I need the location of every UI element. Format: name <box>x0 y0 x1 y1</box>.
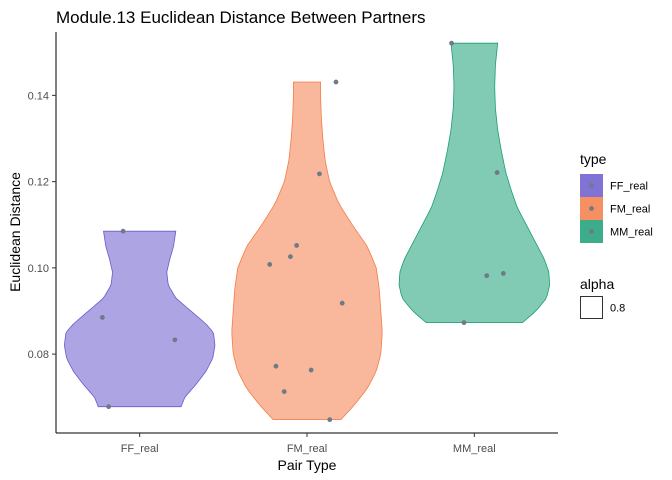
data-point-FF_real <box>120 228 126 234</box>
legend-title-alpha: alpha <box>580 276 614 292</box>
chart-title: Module.13 Euclidean Distance Between Par… <box>56 8 426 27</box>
data-point-FM_real <box>294 243 300 248</box>
legend-label-alpha: 0.8 <box>610 303 625 315</box>
legend-label-MM_real: MM_real <box>610 227 653 239</box>
y-tick-label: 0.10 <box>28 263 49 275</box>
x-axis-ticks: FF_real FM_real MM_real <box>121 433 496 455</box>
x-tick-label: FF_real <box>121 443 159 455</box>
data-point-FM_real <box>308 367 314 373</box>
data-point-MM_real <box>494 170 500 175</box>
y-axis-ticks: 0.08 0.10 0.12 0.14 <box>28 90 56 361</box>
data-point-FM_real <box>267 262 273 267</box>
data-point-FM_real <box>281 389 287 395</box>
data-point-FM_real <box>273 363 279 369</box>
data-point-MM_real <box>484 273 490 279</box>
violin-FF_real <box>63 230 216 408</box>
data-point-FM_real <box>317 171 322 177</box>
data-point-MM_real <box>449 40 454 46</box>
x-tick-label: MM_real <box>453 443 496 455</box>
y-axis-title: Euclidean Distance <box>7 172 23 292</box>
data-point-MM_real <box>500 271 506 276</box>
x-axis-title: Pair Type <box>278 457 337 473</box>
data-point-MM_real <box>461 320 467 326</box>
y-tick-label: 0.12 <box>28 177 49 189</box>
legend-key-alpha <box>580 296 603 319</box>
data-point-FM_real <box>333 79 339 85</box>
data-point-FM_real <box>288 254 293 260</box>
legend-title-type: type <box>580 151 607 167</box>
y-tick-label: 0.14 <box>28 90 49 102</box>
legend-key-point <box>589 183 594 188</box>
legend-key-point <box>589 206 594 211</box>
data-point-FF_real <box>99 315 105 320</box>
legend-label-FF_real: FF_real <box>610 181 648 193</box>
x-tick-label: FM_real <box>287 443 327 455</box>
data-point-FF_real <box>172 337 178 343</box>
legend-key-point <box>589 229 594 234</box>
violin-MM_real <box>398 42 550 324</box>
y-tick-label: 0.08 <box>28 349 49 361</box>
plot-area <box>63 40 550 423</box>
violin-FM_real <box>231 81 383 421</box>
legend-label-FM_real: FM_real <box>610 204 650 216</box>
data-point-FM_real <box>339 300 345 306</box>
data-point-FF_real <box>106 404 112 410</box>
data-point-FM_real <box>327 417 333 423</box>
